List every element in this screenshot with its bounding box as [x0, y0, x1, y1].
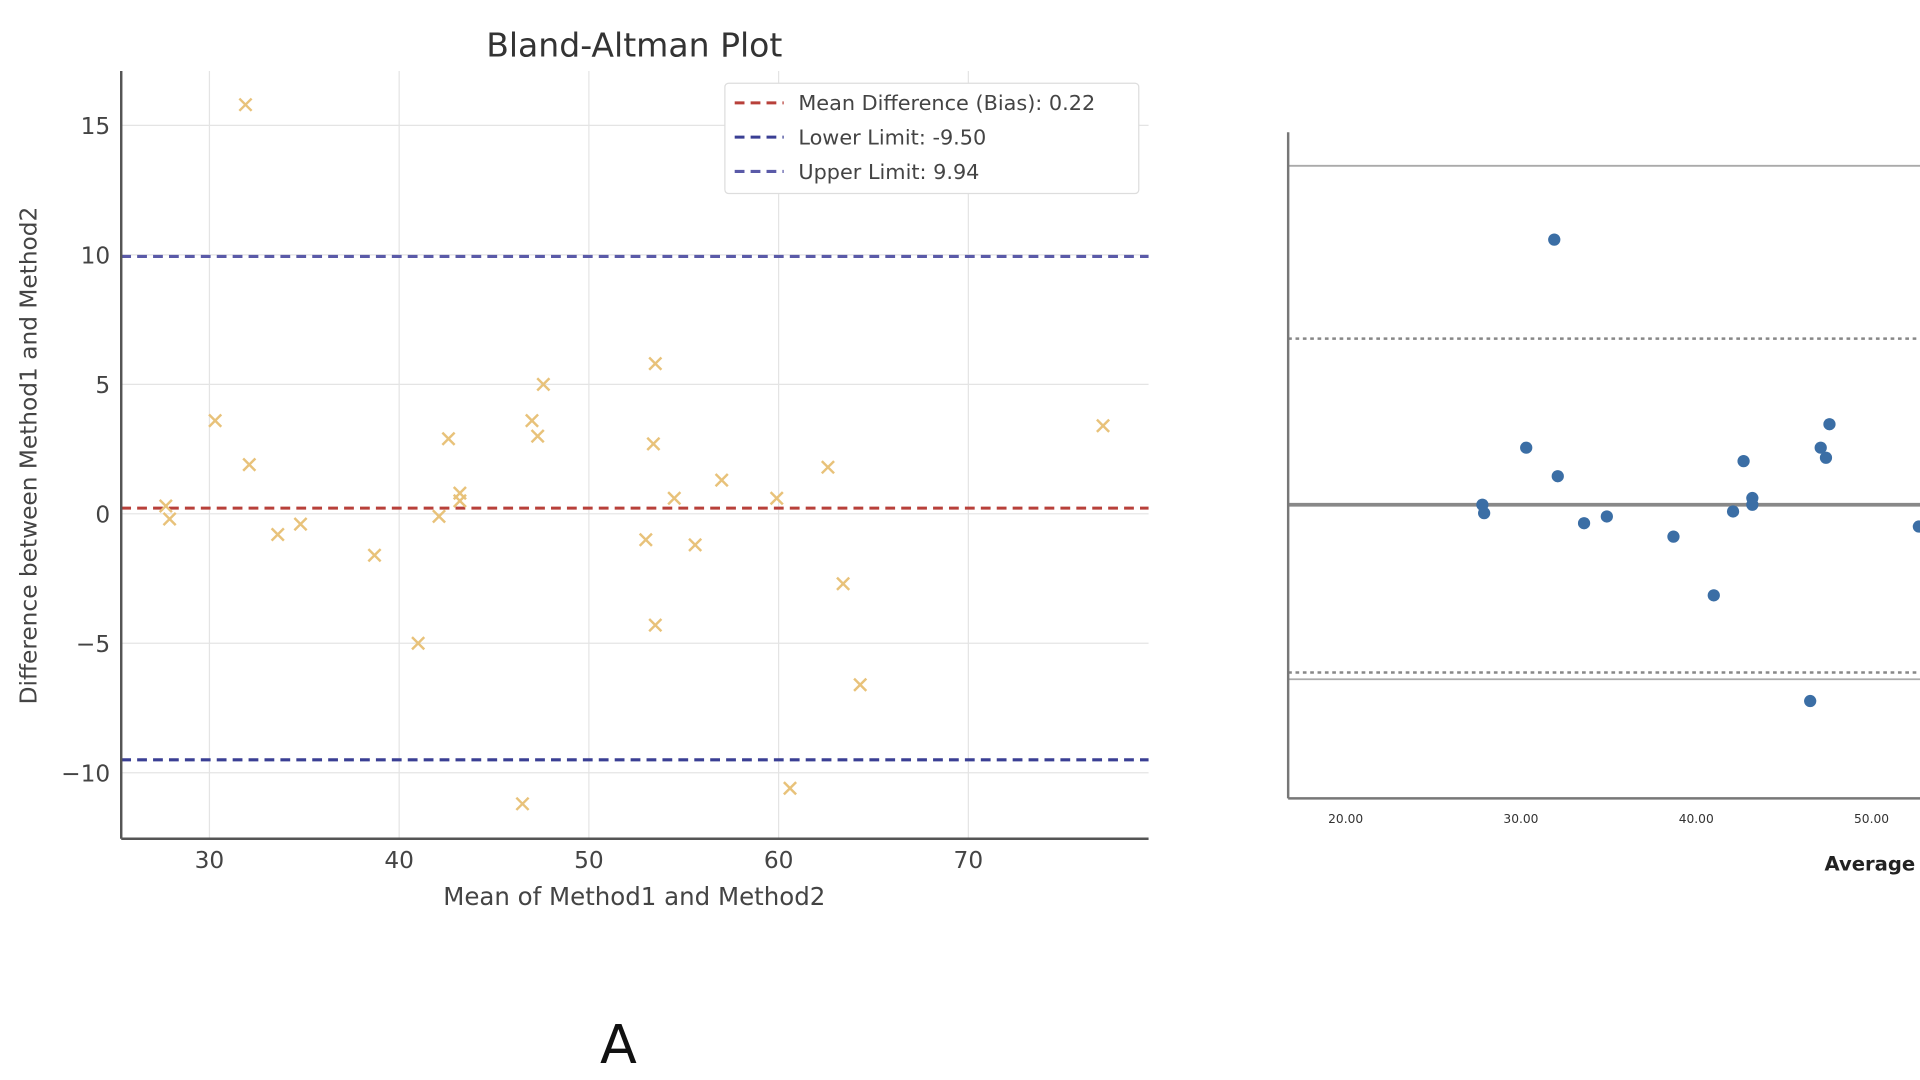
data-point [836, 576, 851, 591]
data-point [1577, 517, 1591, 530]
x-tick-label: 30.00 [1503, 812, 1538, 826]
data-point [238, 97, 253, 112]
data-point [158, 499, 173, 514]
y-tick-label: 0 [95, 501, 110, 528]
x-axis-label: Mean of Method1 and Method2 [443, 882, 825, 911]
data-point [1096, 418, 1111, 433]
data-point [1520, 441, 1533, 454]
data-point [1726, 505, 1740, 518]
y-tick-label: 10 [81, 242, 111, 269]
x-tick-label: 40.00 [1679, 812, 1714, 826]
comparison-chart: 20.00 30.00 40.00 50.00 Average [1286, 132, 1920, 876]
data-point [1667, 530, 1680, 543]
x-tick-label: 70 [954, 847, 984, 874]
x-tick-label: 20.00 [1328, 812, 1363, 826]
data-point [853, 677, 868, 692]
data-point [1804, 694, 1817, 708]
data-point [432, 509, 446, 524]
legend-label: Lower Limit: -9.50 [798, 125, 986, 149]
data-point [648, 618, 663, 633]
data-point [242, 457, 257, 472]
legend: Mean Difference (Bias): 0.22 Lower Limit:… [724, 82, 1140, 195]
data-point [1912, 520, 1920, 533]
data-point [648, 356, 663, 371]
y-tick-label: 5 [95, 372, 110, 399]
panel-label: A [600, 1013, 637, 1076]
data-point [646, 436, 661, 451]
x-tick-label: 40 [384, 847, 414, 874]
data-point [769, 491, 784, 506]
data-point [530, 429, 545, 444]
data-point [515, 796, 530, 811]
x-tick-label: 30 [195, 847, 225, 874]
data-point [293, 517, 308, 532]
legend-label: Upper Limit: 9.94 [798, 160, 979, 184]
y-tick-label: 15 [81, 113, 111, 140]
data-point [638, 532, 653, 547]
data-point [667, 491, 682, 506]
data-point [1551, 470, 1564, 483]
legend-label: Mean Difference (Bias): 0.22 [798, 91, 1095, 115]
data-point [1746, 498, 1759, 511]
y-tick-label: −5 [76, 631, 110, 658]
data-point [524, 413, 539, 428]
x-tick-label: 50 [574, 847, 604, 874]
data-point [536, 377, 551, 392]
data-point [1478, 507, 1491, 520]
data-point [270, 527, 285, 542]
data-point [688, 537, 703, 552]
data-point [1814, 441, 1827, 454]
data-point [820, 460, 835, 475]
data-point [208, 413, 223, 428]
data-point [783, 781, 797, 796]
chart-title: Bland-Altman Plot [486, 25, 782, 64]
data-point [1737, 454, 1750, 468]
data-point [714, 473, 729, 488]
data-point [367, 548, 382, 563]
x-axis-label: Average [1824, 853, 1915, 876]
data-point [452, 493, 467, 508]
data-point [1819, 451, 1833, 464]
data-point [1548, 233, 1561, 246]
data-point [162, 511, 177, 526]
data-point [1707, 589, 1720, 602]
x-tick-label: 50.00 [1854, 812, 1889, 826]
x-tick-label: 60 [764, 847, 794, 874]
data-point [441, 431, 456, 446]
data-point [411, 636, 426, 651]
data-point [1823, 418, 1836, 431]
y-tick-label: −10 [61, 760, 110, 787]
data-point [1600, 510, 1613, 523]
y-axis-label: Difference between Method1 and Method2 [16, 207, 43, 705]
